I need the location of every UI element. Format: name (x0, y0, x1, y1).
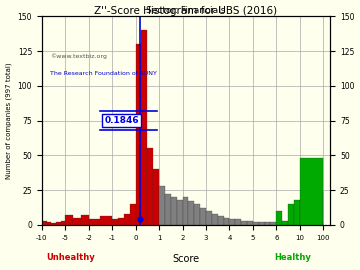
Bar (65, 215, 73, 225)
Bar (218, 217, 224, 225)
Text: Unhealthy: Unhealthy (46, 253, 95, 262)
Bar (136, 44, 141, 225)
Bar (141, 30, 147, 225)
Bar (224, 218, 229, 225)
Bar (46, 222, 51, 225)
Bar (124, 214, 130, 225)
Bar (282, 221, 288, 225)
Bar (241, 221, 247, 225)
Bar (118, 218, 124, 225)
Bar (200, 208, 206, 225)
Bar (188, 201, 194, 225)
X-axis label: Score: Score (172, 254, 199, 264)
Bar (300, 158, 323, 225)
Bar (212, 214, 218, 225)
Bar (159, 186, 165, 225)
Bar (206, 211, 212, 225)
Bar (100, 217, 112, 225)
Text: Healthy: Healthy (274, 253, 311, 262)
Bar (171, 197, 177, 225)
Text: Sector: Financials: Sector: Financials (147, 6, 226, 15)
Text: 0.1846: 0.1846 (104, 116, 139, 125)
Bar (112, 219, 118, 225)
Bar (73, 218, 81, 225)
Y-axis label: Number of companies (997 total): Number of companies (997 total) (5, 62, 12, 179)
Bar (89, 219, 100, 225)
Bar (194, 204, 200, 225)
Text: ©www.textbiz.org: ©www.textbiz.org (50, 53, 107, 59)
Bar (253, 222, 259, 225)
Bar (177, 200, 183, 225)
Bar (51, 224, 56, 225)
Bar (42, 221, 46, 225)
Bar (259, 222, 265, 225)
Bar (153, 169, 159, 225)
Bar (265, 222, 270, 225)
Bar (130, 204, 136, 225)
Bar (294, 200, 300, 225)
Bar (147, 148, 153, 225)
Bar (183, 197, 188, 225)
Bar (276, 211, 282, 225)
Text: The Research Foundation of SUNY: The Research Foundation of SUNY (50, 71, 157, 76)
Bar (56, 222, 60, 225)
Bar (270, 222, 276, 225)
Title: Z''-Score Histogram for UBS (2016): Z''-Score Histogram for UBS (2016) (94, 6, 278, 16)
Bar (288, 204, 294, 225)
Bar (60, 221, 65, 225)
Bar (235, 219, 241, 225)
Bar (247, 221, 253, 225)
Bar (229, 219, 235, 225)
Bar (165, 194, 171, 225)
Bar (81, 215, 89, 225)
